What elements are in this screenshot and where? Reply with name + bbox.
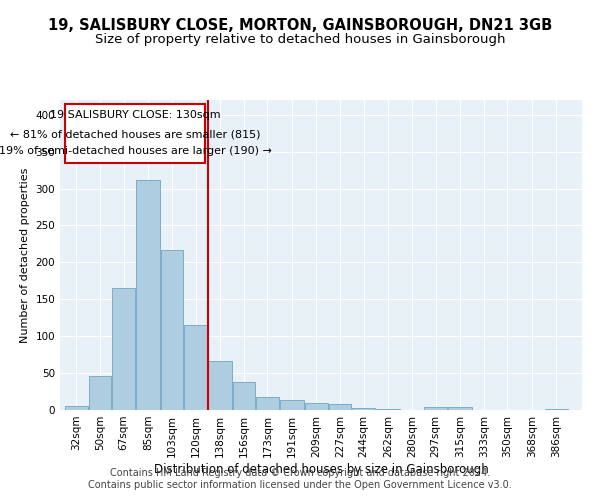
Bar: [89, 376, 111, 410]
Bar: [305, 402, 328, 410]
Bar: [329, 404, 351, 410]
Bar: [233, 382, 254, 410]
Text: Contains public sector information licensed under the Open Government Licence v3: Contains public sector information licen…: [88, 480, 512, 490]
Text: 19% of semi-detached houses are larger (190) →: 19% of semi-detached houses are larger (…: [0, 146, 272, 156]
Text: Size of property relative to detached houses in Gainsborough: Size of property relative to detached ho…: [95, 32, 505, 46]
Bar: [184, 325, 207, 410]
Bar: [256, 398, 279, 410]
Bar: [112, 288, 136, 410]
Text: ← 81% of detached houses are smaller (815): ← 81% of detached houses are smaller (81…: [10, 130, 260, 140]
FancyBboxPatch shape: [65, 104, 205, 162]
Bar: [161, 250, 183, 410]
Bar: [448, 407, 472, 410]
Text: Contains HM Land Registry data © Crown copyright and database right 2024.: Contains HM Land Registry data © Crown c…: [110, 468, 490, 477]
Bar: [352, 408, 376, 410]
Bar: [208, 360, 232, 410]
Bar: [65, 406, 88, 410]
X-axis label: Distribution of detached houses by size in Gainsborough: Distribution of detached houses by size …: [154, 462, 488, 475]
Bar: [376, 408, 400, 410]
Text: 19, SALISBURY CLOSE, MORTON, GAINSBOROUGH, DN21 3GB: 19, SALISBURY CLOSE, MORTON, GAINSBOROUG…: [48, 18, 552, 32]
Bar: [280, 400, 304, 410]
Bar: [136, 180, 160, 410]
Y-axis label: Number of detached properties: Number of detached properties: [20, 168, 30, 342]
Text: 19 SALISBURY CLOSE: 130sqm: 19 SALISBURY CLOSE: 130sqm: [50, 110, 221, 120]
Bar: [424, 407, 447, 410]
Bar: [545, 408, 568, 410]
